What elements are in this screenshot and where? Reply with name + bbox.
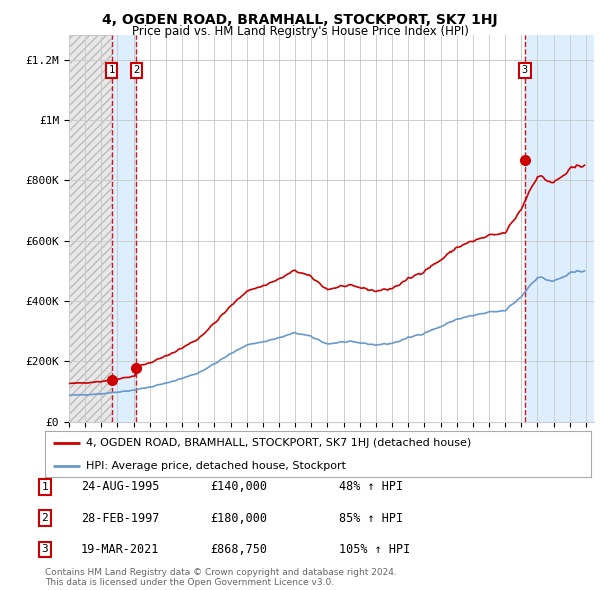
Text: 105% ↑ HPI: 105% ↑ HPI [339, 543, 410, 556]
Text: 4, OGDEN ROAD, BRAMHALL, STOCKPORT, SK7 1HJ (detached house): 4, OGDEN ROAD, BRAMHALL, STOCKPORT, SK7 … [86, 438, 471, 448]
Text: 1: 1 [41, 482, 49, 491]
Text: £868,750: £868,750 [210, 543, 267, 556]
Text: HPI: Average price, detached house, Stockport: HPI: Average price, detached house, Stoc… [86, 461, 346, 471]
Text: 4, OGDEN ROAD, BRAMHALL, STOCKPORT, SK7 1HJ: 4, OGDEN ROAD, BRAMHALL, STOCKPORT, SK7 … [102, 13, 498, 27]
Text: 2: 2 [133, 65, 139, 75]
Text: Contains HM Land Registry data © Crown copyright and database right 2024.
This d: Contains HM Land Registry data © Crown c… [45, 568, 397, 587]
Text: 1: 1 [109, 65, 115, 75]
Text: £180,000: £180,000 [210, 512, 267, 525]
Text: 28-FEB-1997: 28-FEB-1997 [81, 512, 160, 525]
Bar [525, 35, 594, 422]
Bar [69, 35, 112, 422]
Text: Price paid vs. HM Land Registry's House Price Index (HPI): Price paid vs. HM Land Registry's House … [131, 25, 469, 38]
Text: 19-MAR-2021: 19-MAR-2021 [81, 543, 160, 556]
Text: 85% ↑ HPI: 85% ↑ HPI [339, 512, 403, 525]
Text: 48% ↑ HPI: 48% ↑ HPI [339, 480, 403, 493]
Text: 3: 3 [41, 545, 49, 554]
Text: 2: 2 [41, 513, 49, 523]
Bar [69, 35, 112, 422]
Text: £140,000: £140,000 [210, 480, 267, 493]
Text: 3: 3 [522, 65, 528, 75]
Bar [112, 35, 136, 422]
Text: 24-AUG-1995: 24-AUG-1995 [81, 480, 160, 493]
